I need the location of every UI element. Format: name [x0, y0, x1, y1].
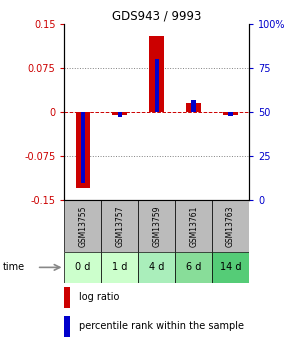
Bar [175, 252, 212, 283]
Bar [64, 252, 101, 283]
Text: 1 d: 1 d [112, 263, 127, 272]
Bar [101, 200, 138, 252]
Text: percentile rank within the sample: percentile rank within the sample [79, 321, 244, 331]
Bar [191, 100, 196, 112]
Text: 14 d: 14 d [220, 263, 241, 272]
Text: 6 d: 6 d [186, 263, 201, 272]
Text: 0 d: 0 d [75, 263, 91, 272]
Text: time: time [3, 263, 25, 272]
Bar [64, 287, 70, 307]
Bar [154, 59, 159, 112]
Text: GSM13757: GSM13757 [115, 205, 124, 247]
Bar [101, 252, 138, 283]
Text: log ratio: log ratio [79, 292, 120, 302]
Bar [113, 112, 127, 115]
Bar [64, 200, 101, 252]
Text: 4 d: 4 d [149, 263, 164, 272]
Bar [76, 112, 90, 188]
Bar [117, 112, 122, 117]
Bar [186, 104, 201, 112]
Bar [64, 316, 70, 337]
Bar [149, 36, 164, 112]
Bar [138, 252, 175, 283]
Text: GSM13755: GSM13755 [79, 205, 87, 247]
Bar [228, 112, 233, 116]
Text: GSM13761: GSM13761 [189, 205, 198, 247]
Text: GSM13759: GSM13759 [152, 205, 161, 247]
Bar [212, 252, 249, 283]
Bar [212, 200, 249, 252]
Bar [81, 112, 85, 183]
Bar [223, 112, 238, 115]
Text: GSM13763: GSM13763 [226, 205, 235, 247]
Bar [138, 200, 175, 252]
Bar [175, 200, 212, 252]
Title: GDS943 / 9993: GDS943 / 9993 [112, 10, 202, 23]
